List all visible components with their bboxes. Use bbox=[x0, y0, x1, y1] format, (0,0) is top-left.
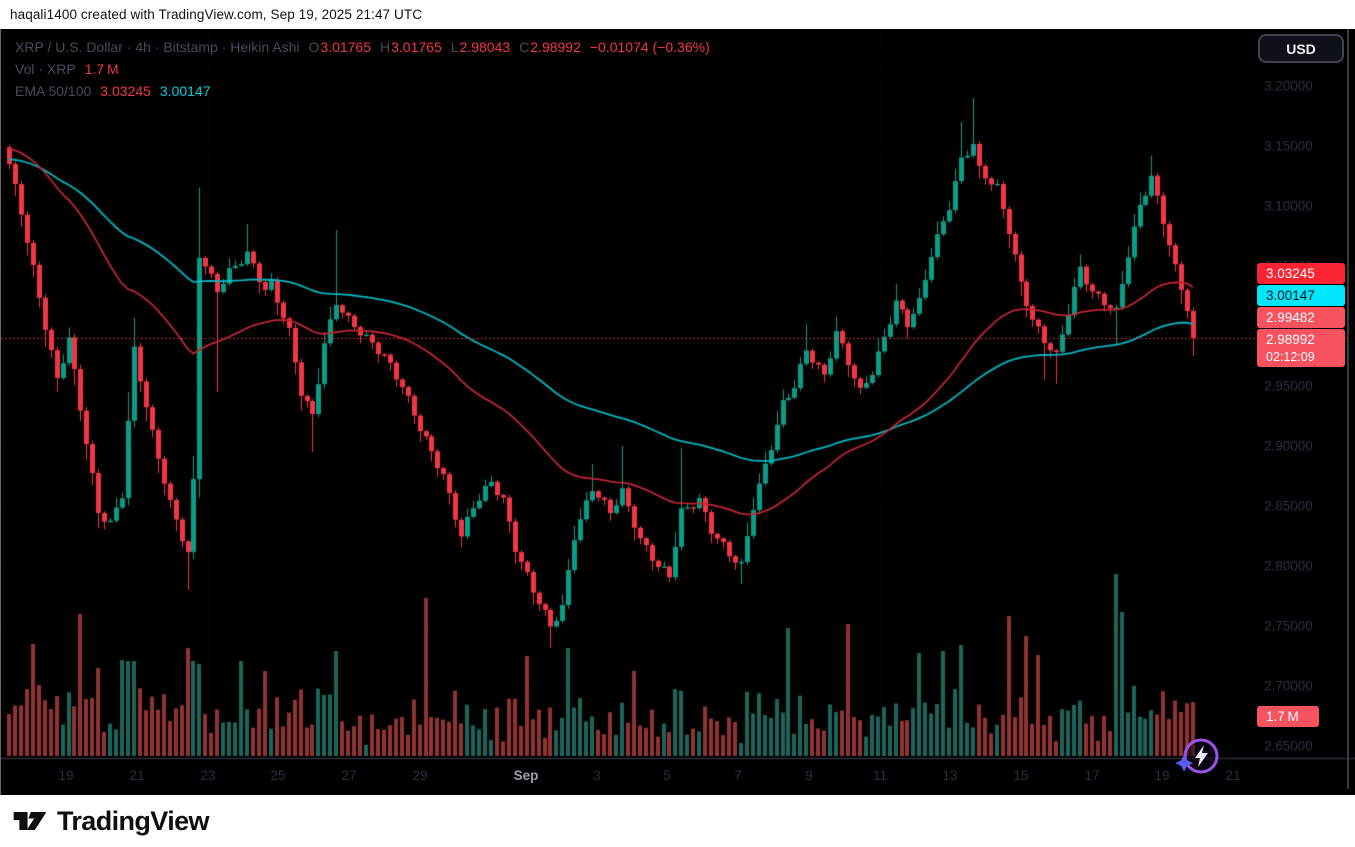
open-value: 3.01765 bbox=[320, 39, 371, 55]
price-axis-label: 2.65000 bbox=[1264, 738, 1313, 754]
time-axis-label: 27 bbox=[341, 768, 357, 783]
time-axis-label: 19 bbox=[58, 768, 74, 783]
price-axis-label: 2.70000 bbox=[1264, 678, 1313, 694]
volume-label[interactable]: Vol · XRP bbox=[15, 61, 76, 77]
price-chart-canvas[interactable] bbox=[1, 29, 1355, 795]
price-axis-label: 2.85000 bbox=[1264, 498, 1313, 514]
price-axis-label: 3.10000 bbox=[1264, 198, 1313, 214]
price-axis-label: 2.75000 bbox=[1264, 618, 1313, 634]
price-axis-label: 2.95000 bbox=[1264, 378, 1313, 394]
legend-symbol-row[interactable]: XRP / U.S. Dollar · 4h · Bitstamp · Heik… bbox=[15, 36, 710, 58]
price-axis-label: 2.90000 bbox=[1264, 438, 1313, 454]
ema50-price-tag: 3.03245 bbox=[1257, 262, 1345, 284]
attribution-bar: haqali1400 created with TradingView.com,… bbox=[0, 0, 1355, 29]
chart-legend[interactable]: XRP / U.S. Dollar · 4h · Bitstamp · Heik… bbox=[15, 36, 710, 102]
sparkle-star-icon bbox=[1175, 754, 1194, 772]
price-axis-border bbox=[1347, 29, 1349, 789]
spark-boost-icon[interactable] bbox=[1171, 734, 1223, 782]
time-axis-label: 15 bbox=[1013, 768, 1029, 783]
time-axis-label: 29 bbox=[412, 768, 428, 783]
last-price-tag: 2.98992 02:12:09 bbox=[1257, 329, 1345, 367]
symbol-title[interactable]: XRP / U.S. Dollar · 4h · Bitstamp · Heik… bbox=[15, 39, 300, 55]
ema50-value: 3.03245 bbox=[100, 83, 151, 99]
price-axis-label: 2.80000 bbox=[1264, 558, 1313, 574]
close-label: C bbox=[519, 39, 530, 55]
time-axis-label: 17 bbox=[1084, 768, 1100, 783]
time-axis-label: 23 bbox=[200, 768, 216, 783]
high-label: H bbox=[380, 39, 391, 55]
tradingview-wordmark[interactable]: TradingView bbox=[57, 805, 210, 836]
time-axis-label: Sep bbox=[513, 768, 539, 783]
time-axis-label: 9 bbox=[805, 768, 813, 783]
time-axis-label: 13 bbox=[942, 768, 958, 783]
time-axis-label: 3 bbox=[593, 768, 601, 783]
time-axis-label: 7 bbox=[734, 768, 742, 783]
change-value: −0.01074 (−0.36%) bbox=[589, 39, 710, 55]
volume-tag: 1.7 M bbox=[1257, 706, 1319, 727]
prev-close-price-tag: 2.99482 bbox=[1257, 306, 1345, 328]
ema100-price-tag: 3.00147 bbox=[1257, 284, 1345, 306]
tradingview-logo-icon[interactable] bbox=[12, 806, 48, 836]
chart-container[interactable]: XRP / U.S. Dollar · 4h · Bitstamp · Heik… bbox=[0, 29, 1355, 795]
ema-label[interactable]: EMA 50/100 bbox=[15, 83, 92, 99]
close-value: 2.98992 bbox=[530, 39, 581, 55]
legend-volume-row[interactable]: Vol · XRP 1.7 M bbox=[15, 58, 710, 80]
high-value: 3.01765 bbox=[391, 39, 442, 55]
time-axis-label: 21 bbox=[1225, 768, 1241, 783]
volume-value: 1.7 M bbox=[84, 61, 119, 77]
attribution-text: haqali1400 created with TradingView.com,… bbox=[10, 7, 423, 22]
legend-ema-row[interactable]: EMA 50/100 3.03245 3.00147 bbox=[15, 80, 710, 102]
time-axis-label: 19 bbox=[1154, 768, 1170, 783]
low-label: L bbox=[450, 39, 459, 55]
ema100-value: 3.00147 bbox=[159, 83, 211, 99]
footer-bar: TradingView bbox=[0, 795, 1355, 847]
price-axis-label: 3.15000 bbox=[1264, 138, 1313, 154]
time-axis-label: 11 bbox=[872, 768, 888, 783]
currency-button[interactable]: USD bbox=[1258, 34, 1344, 63]
time-axis-label: 21 bbox=[129, 768, 145, 783]
open-label: O bbox=[308, 39, 320, 55]
lightning-bolt-icon bbox=[1195, 745, 1208, 767]
time-axis-label: 5 bbox=[663, 768, 671, 783]
bar-countdown: 02:12:09 bbox=[1266, 350, 1315, 364]
low-value: 2.98043 bbox=[459, 39, 511, 55]
time-axis-label: 25 bbox=[270, 768, 286, 783]
price-axis-label: 3.20000 bbox=[1264, 78, 1313, 94]
